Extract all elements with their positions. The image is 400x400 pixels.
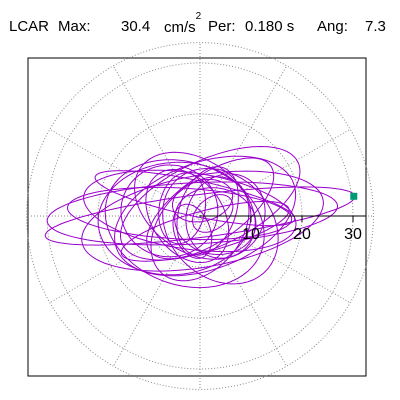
- trace-loop: [66, 186, 293, 241]
- grid-spoke-120: [112, 65, 201, 217]
- per-label: Per:: [208, 18, 236, 35]
- trace-loop: [145, 169, 230, 263]
- ang-value: 7.3: [365, 18, 386, 35]
- max-unit: cm/s2: [164, 11, 201, 36]
- trace-loop: [94, 170, 296, 227]
- peak-marker-group: [350, 192, 358, 200]
- trace-loop: [134, 151, 256, 260]
- grid-spoke-60: [199, 65, 288, 217]
- trace-loop: [172, 203, 213, 259]
- trace-loop: [172, 179, 234, 223]
- component-name: LCAR: [9, 18, 50, 35]
- trace-loop: [185, 173, 266, 259]
- axis-tick-label-20: 20: [293, 226, 311, 243]
- trace-loop: [81, 170, 324, 272]
- trace-loop: [120, 164, 219, 258]
- grid-spoke-240: [112, 215, 201, 367]
- max-value: 30.4: [121, 18, 151, 35]
- grid-spoke-150: [49, 128, 201, 217]
- axis-tick-label-30: 30: [344, 226, 362, 243]
- max-unit-exponent: 2: [195, 11, 202, 22]
- max-label: Max:: [58, 18, 91, 35]
- trace-loop: [120, 200, 290, 262]
- ang-label: Ang:: [317, 18, 348, 35]
- trace-loop: [97, 161, 252, 276]
- radial-axis: 10 20 30: [200, 215, 366, 243]
- trace-loop: [146, 157, 275, 260]
- trace-loop: [150, 176, 250, 282]
- max-unit-base: cm/s: [164, 19, 196, 36]
- grid-circle-outer: [26, 42, 374, 390]
- axis-tick-label-10: 10: [242, 226, 260, 243]
- grid-spoke-330: [199, 215, 351, 304]
- grid-spoke-300: [199, 215, 288, 367]
- grid-spoke-30: [199, 128, 351, 217]
- per-value: 0.180 s: [245, 18, 295, 35]
- peak-marker: [350, 192, 358, 200]
- trace-loop: [44, 186, 356, 246]
- trace-loop: [174, 187, 257, 255]
- trace-loop: [104, 159, 265, 289]
- grid-spoke-210: [49, 215, 201, 304]
- trace-loop: [162, 168, 279, 285]
